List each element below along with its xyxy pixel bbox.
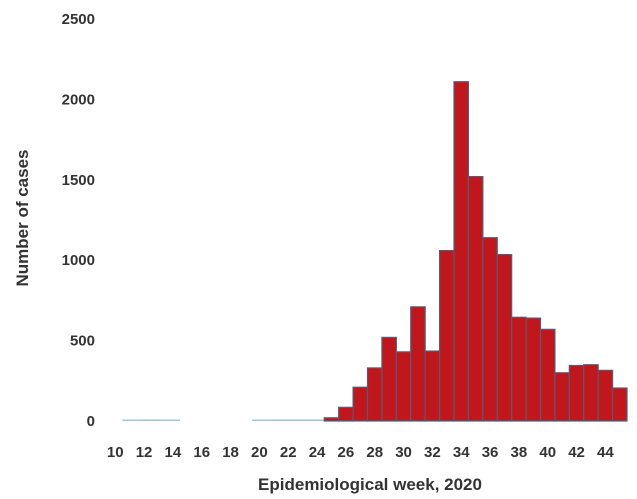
y-axis-label: Number of cases [13, 150, 32, 287]
bar-week-32 [424, 350, 441, 422]
bar-week-14 [165, 419, 181, 421]
bar-week-26 [338, 406, 354, 422]
y-tick-label: 2000 [62, 91, 95, 108]
x-tick-label: 32 [424, 444, 441, 461]
bar-week-28 [366, 367, 383, 422]
x-tick-label: 30 [395, 444, 412, 461]
bar-week-42 [568, 364, 585, 422]
bar-week-38 [511, 316, 527, 422]
x-tick-label: 44 [597, 444, 614, 461]
x-tick-label: 36 [482, 444, 499, 461]
y-tick-label: 1000 [62, 252, 95, 269]
y-tick-label: 1500 [62, 172, 95, 189]
x-tick-label: 18 [222, 444, 239, 461]
bar-week-25 [323, 417, 340, 422]
x-tick-label: 38 [511, 444, 528, 461]
x-tick-label: 34 [453, 444, 470, 461]
bar-week-44 [597, 369, 614, 422]
bar-week-23 [295, 419, 310, 421]
x-axis-ticks: 10 12 14 16 18 20 22 24 26 28 30 32 34 36 38 40 42 44 [107, 444, 615, 461]
x-tick-label: 20 [251, 444, 268, 461]
bar-week-24 [309, 419, 325, 421]
bar-week-43 [583, 364, 599, 422]
x-tick-label: 12 [136, 444, 153, 461]
bar-week-34 [453, 81, 470, 422]
y-axis-ticks: 0 500 1000 1500 2000 2500 [62, 11, 95, 430]
bar-week-12 [136, 419, 152, 421]
x-tick-label: 14 [165, 444, 182, 461]
bar-week-35 [467, 175, 484, 422]
bar-week-11 [122, 419, 137, 421]
y-tick-label: 0 [87, 413, 95, 430]
bar-week-20 [252, 419, 267, 421]
x-axis-label: Epidemiological week, 2020 [258, 475, 482, 494]
bar-week-30 [395, 351, 412, 422]
x-tick-label: 16 [193, 444, 210, 461]
bar-week-21 [266, 419, 281, 421]
bar-week-36 [482, 237, 498, 422]
bar-week-29 [381, 336, 397, 422]
bar-week-37 [496, 253, 513, 422]
x-tick-label: 10 [107, 444, 124, 461]
bar-week-39 [525, 317, 542, 422]
x-tick-label: 42 [568, 444, 585, 461]
x-tick-label: 40 [539, 444, 556, 461]
bar-week-41 [554, 372, 570, 422]
x-tick-label: 22 [280, 444, 297, 461]
bar-week-27 [352, 386, 369, 422]
bar-series [122, 81, 628, 422]
bar-week-31 [410, 306, 426, 422]
bar-week-13 [151, 419, 166, 421]
x-tick-label: 28 [366, 444, 383, 461]
bar-week-45 [611, 387, 628, 422]
x-tick-label: 26 [338, 444, 355, 461]
y-tick-label: 2500 [62, 11, 95, 28]
y-tick-label: 500 [70, 333, 95, 350]
bar-week-40 [539, 328, 556, 422]
bar-week-22 [281, 419, 296, 421]
x-tick-label: 24 [309, 444, 326, 461]
bar-week-33 [438, 249, 455, 422]
